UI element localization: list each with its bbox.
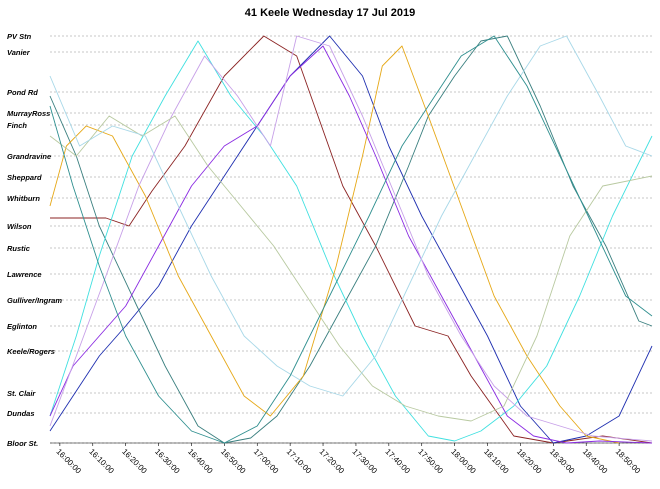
- x-tick-label: 16:00:00: [54, 447, 83, 476]
- stop-label: Lawrence: [7, 270, 42, 279]
- x-tick-label: 17:50:00: [416, 447, 445, 476]
- x-tick-label: 16:20:00: [120, 447, 149, 476]
- stop-label: Bloor St.: [7, 439, 38, 448]
- x-tick-label: 17:40:00: [383, 447, 412, 476]
- stop-labels: PV Stn Vanier Pond Rd MurrayRoss Finch Grandr…: [7, 32, 62, 448]
- x-tick-label: 18:30:00: [548, 447, 577, 476]
- x-tick-label: 18:00:00: [449, 447, 478, 476]
- x-tick-label: 17:30:00: [351, 447, 380, 476]
- x-tick-label: 18:10:00: [482, 447, 511, 476]
- stop-label: Eglinton: [7, 322, 37, 331]
- x-tick-label: 16:40:00: [186, 447, 215, 476]
- stop-label: Wilson: [7, 222, 32, 231]
- stop-label: Grandravine: [7, 152, 51, 161]
- trip-line-7: [49, 115, 653, 422]
- stop-label: MurrayRoss: [7, 109, 50, 118]
- trip-line-8: [49, 35, 653, 397]
- x-tick-label: 17:10:00: [285, 447, 314, 476]
- trip-line-2: [49, 35, 653, 444]
- time-tick-labels: 16:00:00 16:10:00 16:20:00 16:30:00 16:40:00…: [50, 442, 652, 476]
- trip-lines: [49, 35, 653, 444]
- stop-label: Rustic: [7, 244, 31, 253]
- stop-label: St. Clair: [7, 389, 36, 398]
- stop-label: Dundas: [7, 409, 35, 418]
- x-tick-label: 16:10:00: [87, 447, 116, 476]
- trip-line-3: [49, 40, 653, 442]
- trip-line-9: [49, 35, 653, 444]
- stop-label: Pond Rd: [7, 88, 38, 97]
- trip-line-4: [49, 45, 620, 444]
- x-tick-label: 17:20:00: [318, 447, 347, 476]
- x-tick-label: 17:00:00: [252, 447, 281, 476]
- x-tick-label: 16:30:00: [153, 447, 182, 476]
- x-tick-label: 18:50:00: [614, 447, 643, 476]
- trip-line-5: [49, 45, 653, 444]
- stop-label: Finch: [7, 121, 27, 130]
- trip-line-6: [49, 35, 653, 442]
- stop-label: Gulliver/Ingram: [7, 296, 62, 305]
- x-tick-label: 18:40:00: [581, 447, 610, 476]
- stop-label: Sheppard: [7, 173, 42, 182]
- stop-label: PV Stn: [7, 32, 32, 41]
- chart-title: 41 Keele Wednesday 17 Jul 2019: [245, 7, 415, 19]
- stop-label: Keele/Rogers: [7, 347, 55, 356]
- trip-line-1: [49, 35, 653, 444]
- x-tick-label: 18:20:00: [515, 447, 544, 476]
- stop-label: Whitburn: [7, 194, 40, 203]
- stop-label: Vanier: [7, 48, 31, 57]
- trip-line-0: [50, 35, 653, 444]
- stop-gridlines: [50, 35, 652, 444]
- x-tick-label: 16:50:00: [219, 447, 248, 476]
